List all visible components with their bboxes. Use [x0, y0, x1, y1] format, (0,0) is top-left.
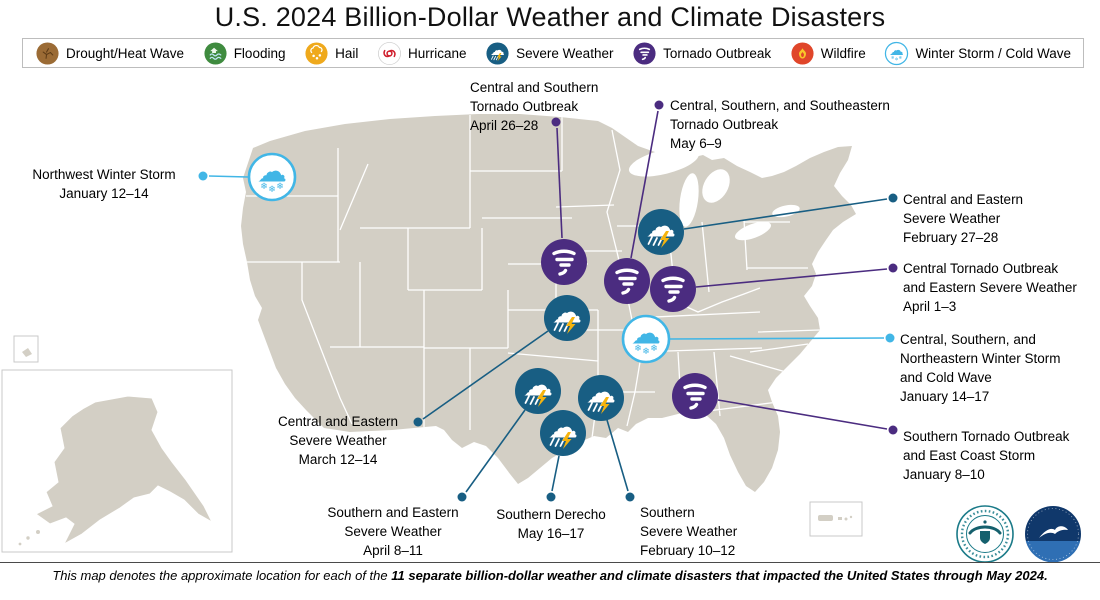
footer-note-bold: 11 separate billion-dollar weather and c… — [391, 568, 1048, 583]
leader-line-southern-eastern-severe-weather-apr — [465, 409, 526, 493]
legend-item-label: Hail — [335, 45, 359, 61]
marker-central-southern-southeastern-tornado-outbreak — [604, 258, 650, 304]
footer-note-normal: This map denotes the approximate locatio… — [52, 568, 392, 583]
svg-text:☁: ☁ — [257, 155, 287, 190]
leader-dot-central-eastern-severe-weather-mar — [413, 417, 423, 427]
leader-line-southern-severe-weather-feb — [606, 419, 629, 492]
leader-dot-northwest-winter-storm — [198, 171, 208, 181]
leader-line-central-southern-tornado-outbreak — [556, 127, 563, 239]
marker-central-eastern-severe-weather-feb: ☁ — [638, 209, 684, 255]
leader-dot-winter-storm-cold-wave-jan — [885, 333, 895, 343]
svg-text:❄: ❄ — [899, 54, 903, 60]
marker-southern-tornado-east-coast-storm — [672, 373, 718, 419]
tornado-icon — [633, 41, 656, 65]
svg-text:❄: ❄ — [260, 182, 268, 192]
wildfire-icon — [791, 41, 814, 65]
leader-lines-layer — [198, 100, 898, 502]
drought-icon — [36, 41, 59, 65]
legend-item-tornado: Tornado Outbreak — [632, 41, 771, 66]
severe-icon: ☁ — [486, 41, 509, 65]
leader-dot-southern-severe-weather-feb — [625, 492, 635, 502]
commerce-seal-logo — [956, 505, 1014, 563]
marker-winter-storm-cold-wave-jan: ☁❄ ❄ ❄ — [621, 314, 671, 364]
leader-dot-central-southern-southeastern-tornado-outbreak — [654, 100, 664, 110]
leader-dot-central-tornado-eastern-severe — [888, 263, 898, 273]
puerto-rico-inset — [809, 501, 863, 537]
legend-item-label: Flooding — [233, 45, 286, 61]
marker-central-eastern-severe-weather-mar: ☁ — [544, 295, 590, 341]
legend-item-label: Winter Storm / Cold Wave — [915, 45, 1071, 61]
marker-southern-derecho: ☁ — [540, 410, 586, 456]
leader-line-northwest-winter-storm — [208, 175, 249, 178]
legend-item-label: Hurricane — [408, 45, 467, 61]
leader-line-central-tornado-eastern-severe — [695, 268, 888, 288]
legend-item-flooding: Flooding — [203, 41, 286, 66]
leader-dot-southern-derecho — [546, 492, 556, 502]
leader-line-central-eastern-severe-weather-feb — [683, 198, 888, 230]
svg-text:❄: ❄ — [634, 344, 642, 354]
svg-text:❄: ❄ — [642, 347, 650, 357]
alaska-inset — [1, 369, 233, 553]
leader-dot-southern-tornado-east-coast-storm — [888, 425, 898, 435]
svg-text:☁: ☁ — [890, 43, 904, 59]
page-title: U.S. 2024 Billion-Dollar Weather and Cli… — [214, 2, 886, 32]
legend-item-winter: ☁ ❄ ❄ ❄ Winter Storm / Cold Wave — [884, 41, 1071, 66]
leader-line-central-southern-southeastern-tornado-outbreak — [630, 110, 659, 259]
island-inset-small — [13, 335, 39, 363]
winter-icon: ☁❄ ❄ ❄ — [885, 41, 909, 65]
marker-northwest-winter-storm: ☁❄ ❄ ❄ — [247, 152, 297, 202]
legend-item-drought: Drought/Heat Wave — [35, 41, 184, 66]
svg-text:❄: ❄ — [891, 54, 895, 60]
svg-text:❄: ❄ — [268, 185, 276, 195]
noaa-logo — [1025, 506, 1081, 563]
hurricane-icon — [378, 41, 401, 65]
leader-line-winter-storm-cold-wave-jan — [668, 337, 885, 340]
hail-icon — [305, 41, 328, 65]
leader-dot-southern-eastern-severe-weather-apr — [457, 492, 467, 502]
leader-line-southern-tornado-east-coast-storm — [717, 399, 888, 430]
flooding-icon — [204, 41, 227, 65]
footer-note: This map denotes the approximate locatio… — [0, 568, 1100, 583]
leader-line-southern-derecho — [551, 455, 560, 492]
great-lakes — [628, 147, 800, 241]
leader-line-central-eastern-severe-weather-mar — [422, 330, 549, 420]
footer-divider — [0, 562, 1100, 563]
leader-dot-central-eastern-severe-weather-feb — [888, 193, 898, 203]
svg-text:☁: ☁ — [631, 317, 661, 352]
legend-item-wildfire: Wildfire — [790, 41, 866, 66]
legend-item-hail: Hail — [304, 41, 358, 66]
leader-dot-central-southern-tornado-outbreak — [551, 117, 561, 127]
legend-item-severe: ☁ Severe Weather — [485, 41, 613, 66]
legend-item-label: Tornado Outbreak — [663, 45, 772, 61]
svg-text:☁: ☁ — [490, 43, 504, 59]
svg-text:❄: ❄ — [650, 344, 658, 354]
marker-southern-eastern-severe-weather-apr: ☁ — [515, 368, 561, 414]
legend-bar: Drought/Heat Wave Flooding Hail Hurricane ☁ S… — [22, 38, 1084, 68]
marker-central-tornado-eastern-severe — [650, 266, 696, 312]
marker-central-southern-tornado-outbreak — [541, 239, 587, 285]
marker-southern-severe-weather-feb: ☁ — [578, 375, 624, 421]
event-markers-layer: ☁❄ ❄ ❄☁☁❄ ❄ ❄☁☁☁☁ — [247, 152, 718, 456]
legend-item-label: Wildfire — [820, 45, 866, 61]
legend-item-label: Severe Weather — [516, 45, 614, 61]
svg-text:❄: ❄ — [276, 182, 284, 192]
legend-item-label: Drought/Heat Wave — [66, 45, 185, 61]
svg-text:❄: ❄ — [895, 56, 899, 62]
legend-item-hurricane: Hurricane — [377, 41, 467, 66]
